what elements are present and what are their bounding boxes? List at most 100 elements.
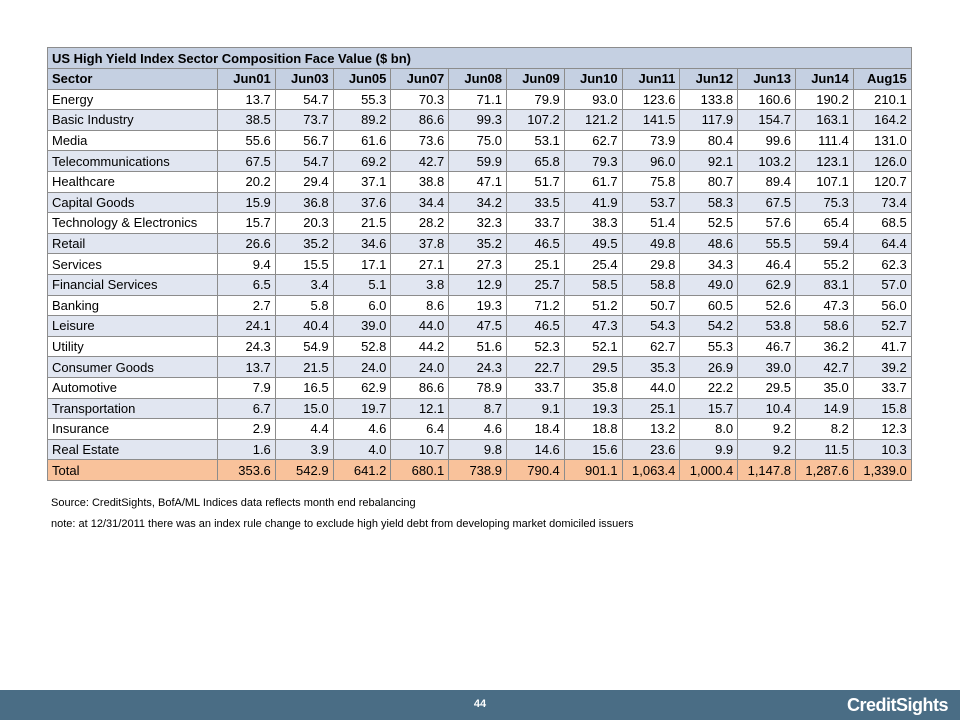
value-cell: 18.8 (563, 418, 623, 440)
value-cell: 20.3 (274, 212, 334, 234)
column-header: Jun03 (274, 68, 334, 90)
table-row: Energy 13.7 54.7 55.3 70.3 71.1 79.9 93.0 123.6 1… (47, 88, 912, 111)
value-cell: 15.6 (563, 438, 623, 461)
value-cell: 54.2 (679, 315, 739, 337)
value-cell: 9.2 (737, 418, 796, 440)
value-cell: 54.3 (621, 315, 681, 337)
value-cell: 24.0 (332, 356, 392, 378)
value-cell: 13.7 (217, 356, 276, 378)
sector-name-cell: Healthcare (47, 170, 218, 193)
value-cell: 117.9 (679, 109, 739, 131)
value-cell: 7.9 (217, 376, 276, 399)
value-cell: 34.4 (390, 191, 450, 214)
value-cell: 71.2 (505, 294, 565, 317)
value-cell: 35.8 (563, 376, 623, 399)
sector-name-cell: Capital Goods (47, 191, 218, 214)
value-cell: 10.3 (852, 438, 912, 461)
value-cell: 62.7 (563, 129, 623, 152)
value-cell: 75.0 (448, 129, 507, 152)
total-value-cell: 1,287.6 (794, 459, 854, 481)
value-cell: 29.5 (563, 356, 623, 378)
table-row: Consumer Goods 13.7 21.5 24.0 24.0 24.3 22.7 29… (47, 356, 912, 378)
value-cell: 58.3 (679, 191, 739, 214)
table-title: US High Yield Index Sector Composition F… (47, 47, 912, 69)
total-value-cell: 353.6 (217, 459, 276, 481)
value-cell: 51.7 (505, 170, 565, 193)
value-cell: 25.7 (505, 273, 565, 296)
value-cell: 89.2 (332, 109, 392, 131)
value-cell: 57.0 (852, 273, 912, 296)
value-cell: 80.4 (679, 129, 739, 152)
column-header: Jun08 (448, 68, 507, 90)
value-cell: 55.3 (679, 335, 739, 358)
value-cell: 42.7 (390, 150, 450, 172)
column-header: Jun09 (505, 68, 565, 90)
value-cell: 48.6 (679, 232, 739, 255)
value-cell: 58.5 (563, 273, 623, 296)
value-cell: 42.7 (794, 356, 854, 378)
value-cell: 27.3 (448, 253, 507, 275)
value-cell: 39.2 (852, 356, 912, 378)
value-cell: 73.7 (274, 109, 334, 131)
value-cell: 22.7 (505, 356, 565, 378)
value-cell: 51.2 (563, 294, 623, 317)
value-cell: 4.6 (332, 418, 392, 440)
value-cell: 53.7 (621, 191, 681, 214)
table-row: Real Estate 1.6 3.9 4.0 10.7 9.8 14.6 15.6 23.6 9… (47, 438, 912, 461)
value-cell: 3.4 (274, 273, 334, 296)
total-value-cell: 901.1 (563, 459, 623, 481)
value-cell: 52.5 (679, 212, 739, 234)
value-cell: 14.6 (505, 438, 565, 461)
table-row: Services 9.4 15.5 17.1 27.1 27.3 25.1 25.4 29.8 3… (47, 253, 912, 275)
value-cell: 89.4 (737, 170, 796, 193)
value-cell: 29.5 (737, 376, 796, 399)
value-cell: 65.8 (505, 150, 565, 172)
value-cell: 55.2 (794, 253, 854, 275)
value-cell: 32.3 (448, 212, 507, 234)
value-cell: 39.0 (737, 356, 796, 378)
value-cell: 121.2 (563, 109, 623, 131)
value-cell: 25.4 (563, 253, 623, 275)
value-cell: 24.3 (448, 356, 507, 378)
value-cell: 37.1 (332, 170, 392, 193)
sector-name-cell: Media (47, 129, 218, 152)
table-row: Basic Industry 38.5 73.7 89.2 86.6 99.3 107.2 1… (47, 109, 912, 131)
value-cell: 59.4 (794, 232, 854, 255)
value-cell: 92.1 (679, 150, 739, 172)
total-value-cell: 790.4 (505, 459, 565, 481)
value-cell: 6.5 (217, 273, 276, 296)
value-cell: 73.6 (390, 129, 450, 152)
value-cell: 190.2 (794, 88, 854, 111)
value-cell: 35.3 (621, 356, 681, 378)
value-cell: 53.1 (505, 129, 565, 152)
value-cell: 37.6 (332, 191, 392, 214)
value-cell: 62.7 (621, 335, 681, 358)
value-cell: 22.2 (679, 376, 739, 399)
value-cell: 11.5 (794, 438, 854, 461)
table-row: Transportation 6.7 15.0 19.7 12.1 8.7 9.1 19.3 2… (47, 397, 912, 420)
value-cell: 75.8 (621, 170, 681, 193)
value-cell: 17.1 (332, 253, 392, 275)
value-cell: 52.3 (505, 335, 565, 358)
value-cell: 44.0 (390, 315, 450, 337)
value-cell: 15.9 (217, 191, 276, 214)
column-header: Jun11 (621, 68, 681, 90)
value-cell: 47.3 (794, 294, 854, 317)
sector-name-cell: Services (47, 253, 218, 275)
column-header: Jun12 (679, 68, 739, 90)
value-cell: 27.1 (390, 253, 450, 275)
value-cell: 62.3 (852, 253, 912, 275)
value-cell: 52.6 (737, 294, 796, 317)
value-cell: 2.9 (217, 418, 276, 440)
value-cell: 24.1 (217, 315, 276, 337)
value-cell: 141.5 (621, 109, 681, 131)
value-cell: 12.3 (852, 418, 912, 440)
table-row: Insurance 2.9 4.4 4.6 6.4 4.6 18.4 18.8 13.2 8.0 9… (47, 418, 912, 440)
value-cell: 59.9 (448, 150, 507, 172)
table-row: Banking 2.7 5.8 6.0 8.6 19.3 71.2 51.2 50.7 60.5 5… (47, 294, 912, 317)
footer-bar: 44 CreditSights (0, 690, 960, 720)
value-cell: 56.0 (852, 294, 912, 317)
value-cell: 103.2 (737, 150, 796, 172)
table-body: Energy 13.7 54.7 55.3 70.3 71.1 79.9 93.0 123.6 1… (47, 88, 912, 461)
table-row: Technology & Electronics 15.7 20.3 21.5 28.2… (47, 212, 912, 234)
